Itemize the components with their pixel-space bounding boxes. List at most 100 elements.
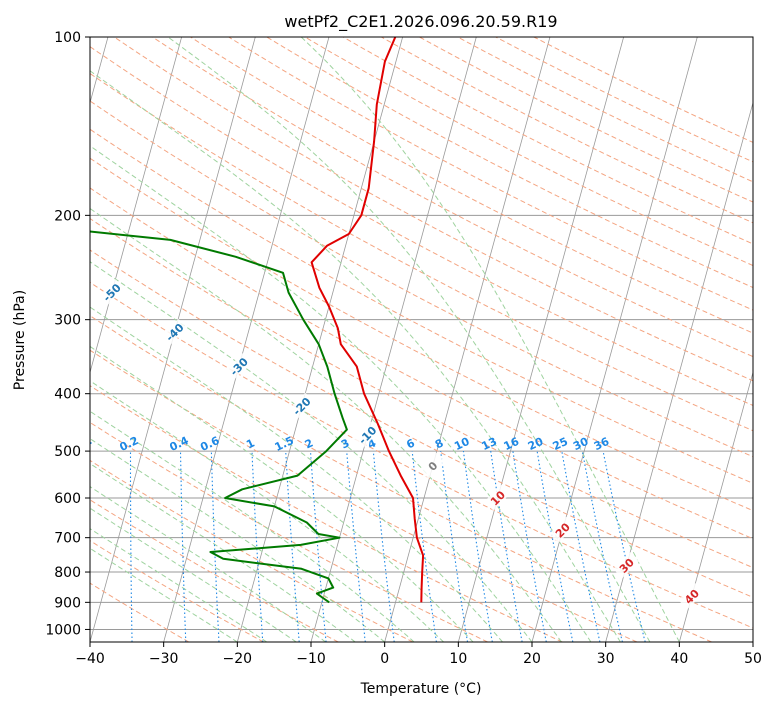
dry-adiabat-line: [190, 37, 753, 334]
dry-adiabat-line: [90, 459, 414, 642]
mixing-ratio-line: [346, 451, 366, 642]
mixing-ratio-line: [440, 451, 469, 642]
profile-series: [90, 37, 425, 604]
y-tick-label: 700: [54, 531, 81, 547]
moist-adiabat-line: [90, 463, 356, 642]
mixing-ratio-line: [82, 451, 84, 642]
dry-adiabat-line: [495, 37, 753, 163]
moist-adiabat-line: [300, 37, 680, 642]
dry-adiabat-line: [152, 37, 753, 358]
isotherm-label-bg: [98, 279, 125, 306]
mixing-ratio-line: [536, 451, 574, 642]
isotherm-label-bg: [613, 552, 640, 579]
isotherm-line: [605, 101, 753, 642]
plot-frame: [89, 36, 754, 643]
mixing-ratio-label: 6: [404, 436, 417, 451]
isotherm-label-bg: [354, 421, 381, 448]
moist-adiabat-line: [90, 345, 474, 642]
isotherm-label-bg: [484, 484, 511, 511]
dry-adiabat-line: [533, 37, 753, 143]
isotherm-line: [457, 37, 625, 642]
dry-adiabat-line: [342, 37, 753, 245]
chart-title: wetPf2_C2E1.2026.096.20.59.R19: [284, 12, 557, 32]
dry-adiabat-line: [90, 349, 638, 642]
x-tick-label: −30: [149, 651, 179, 667]
moist-adiabat-line: [90, 438, 386, 642]
axis-ticks: −40 −30 −20 −10 0 10 20 30 40 5010020030040050060…: [45, 30, 762, 667]
dry-adiabat-line: [90, 582, 190, 642]
mixing-ratio-line: [581, 450, 623, 642]
isotherm-label: -70: [0, 184, 3, 207]
mixing-ratio-line: [462, 451, 493, 642]
isotherm-label: -60: [40, 234, 63, 257]
mixing-ratio-line: [561, 451, 601, 642]
mixing-ratio-line: [602, 450, 646, 642]
dry-adiabat-line: [90, 128, 753, 484]
isotherm-line: [752, 640, 753, 642]
moist-adiabat-line: [90, 547, 238, 642]
isotherm-line: [163, 37, 330, 642]
mixing-ratio-line: [129, 451, 133, 642]
dry-adiabat-line: [90, 249, 753, 598]
mixing-ratio-line: [372, 451, 395, 642]
background-lines: [82, 37, 753, 642]
mixing-ratio-label: 16: [502, 435, 522, 453]
mixing-ratio-label: 13: [480, 435, 499, 453]
y-tick-label: 100: [54, 30, 81, 46]
mixing-ratio-label: 0.1: [71, 434, 94, 454]
x-axis-label: Temperature (°C): [360, 681, 482, 697]
isotherm-label-bg: [419, 452, 446, 479]
mixing-ratio-label: 1: [244, 436, 256, 451]
mixing-ratio-label: 30: [571, 435, 591, 453]
y-tick-label: 300: [54, 313, 81, 329]
dry-adiabat-line: [90, 187, 753, 540]
moist-adiabat-line: [90, 207, 562, 642]
dry-adiabat-line: [90, 421, 488, 642]
dry-adiabat-line: [90, 157, 753, 512]
moist-adiabat-line: [90, 306, 503, 642]
y-tick-label: 500: [54, 444, 81, 460]
dry-adiabat-line: [381, 37, 753, 224]
mixing-ratio-label: 10: [452, 435, 472, 453]
isotherm-line: [384, 37, 551, 642]
y-tick-label: 1000: [45, 622, 81, 638]
mixing-ratio-label: 36: [592, 435, 612, 453]
isotherm-label-bg: [288, 392, 315, 419]
dewpoint-line: [90, 230, 348, 604]
isotherm-label-bg: [38, 232, 64, 258]
moist-adiabat-line: [90, 410, 415, 642]
moist-adiabat-line: [167, 37, 651, 642]
x-tick-label: 10: [449, 651, 467, 667]
x-tick-label: −10: [296, 651, 326, 667]
moist-adiabat-line: [90, 145, 592, 642]
isotherm-label-bg: [225, 353, 252, 380]
y-axis-label: Pressure (hPa): [12, 290, 28, 390]
isotherm-line: [531, 37, 698, 642]
moist-adiabat-line: [90, 261, 533, 642]
moist-adiabat-line: [90, 70, 621, 642]
dry-adiabat-line: [90, 499, 339, 642]
y-tick-label: 200: [54, 208, 81, 224]
dry-adiabat-line: [90, 72, 753, 432]
isotherm-label-bg: [678, 583, 705, 610]
dry-adiabat-line: [457, 37, 753, 183]
x-tick-label: −40: [75, 651, 105, 667]
line-labels: 0.10.20.40.611.52346810131620253036-100-…: [0, 182, 705, 610]
x-tick-label: 30: [597, 651, 615, 667]
moist-adiabat-line: [90, 486, 326, 642]
y-tick-label: 600: [54, 491, 81, 507]
dry-adiabat-line: [90, 217, 753, 569]
isotherm-label-bg: [0, 182, 4, 208]
dry-adiabat-line: [228, 37, 753, 311]
mixing-ratio-line: [512, 451, 547, 642]
dry-adiabat-line: [90, 46, 753, 406]
dry-adiabat-line: [90, 315, 712, 642]
x-tick-label: −20: [223, 651, 253, 667]
mixing-ratio-line: [411, 451, 437, 642]
isotherm-line: [90, 37, 183, 374]
mixing-ratio-label: 20: [526, 435, 546, 453]
temperature-line: [310, 37, 425, 603]
mixing-ratio-label: 3: [339, 436, 351, 451]
x-tick-label: 40: [670, 651, 688, 667]
